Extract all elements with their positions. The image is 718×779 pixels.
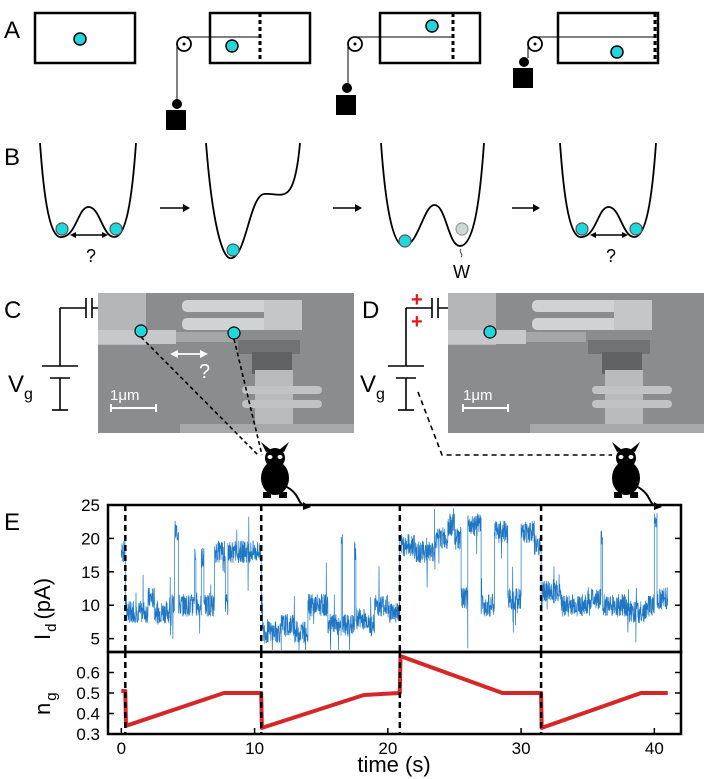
particle	[225, 39, 239, 53]
y-tick-label: 5	[91, 630, 100, 649]
scale-bar: 1μm	[462, 387, 509, 412]
particle	[610, 45, 624, 59]
particle	[55, 222, 69, 236]
potential-4: ?	[559, 142, 657, 266]
x-axis-label: time (s)	[357, 752, 430, 777]
particle	[425, 19, 439, 33]
box-3	[336, 11, 482, 115]
box-2	[166, 11, 312, 130]
box-4	[513, 11, 660, 88]
scale-bar: 1μm	[110, 387, 157, 412]
weight-icon	[166, 110, 186, 130]
x-tick-label: 30	[512, 739, 531, 758]
gate-circuit	[388, 298, 470, 411]
particle	[483, 325, 497, 339]
panel-a-label: A	[4, 17, 20, 44]
current-trace	[120, 508, 669, 651]
sem-image	[98, 293, 354, 433]
particle-faded	[455, 222, 469, 236]
y-tick-label: 20	[81, 529, 100, 548]
gate-plot: 0.30.4 0.50.6 0 10 20 30 40	[76, 652, 681, 758]
particle	[109, 222, 123, 236]
potential-2	[205, 142, 301, 259]
demon-icon	[260, 441, 312, 511]
y-tick-label: 0.6	[76, 664, 100, 683]
panel-d-label: D	[362, 297, 379, 324]
work-label: W	[453, 262, 470, 282]
panel-b: B ? W	[4, 142, 657, 282]
particle	[575, 222, 589, 236]
y-tick-label: 0.5	[76, 684, 100, 703]
panel-a: A	[4, 11, 660, 130]
particle	[134, 324, 148, 338]
panel-c: C Vg	[4, 293, 354, 511]
y-tick-label: 15	[81, 563, 100, 582]
potential-3: W	[380, 142, 485, 282]
question-mark: ?	[86, 246, 96, 266]
gate-voltage-label: Vg	[8, 371, 33, 403]
svg-text:1μm: 1μm	[110, 387, 139, 404]
gate-trace	[121, 654, 668, 730]
panel-c-label: C	[4, 297, 21, 324]
gate-y-axis-label: ng	[30, 692, 60, 715]
y-tick-label: 25	[81, 496, 100, 515]
plus-sign: +	[411, 289, 423, 311]
demon-icon	[611, 441, 663, 511]
particle	[398, 234, 412, 248]
plus-sign: +	[411, 311, 423, 333]
y-tick-label: 0.3	[76, 725, 100, 744]
panel-b-label: B	[4, 144, 20, 171]
question-mark: ?	[606, 246, 616, 266]
x-tick-label: 0	[117, 739, 126, 758]
particle	[227, 326, 241, 340]
gate-voltage-label: Vg	[360, 371, 385, 403]
current-plot: 5 10 15 20 25	[81, 496, 681, 652]
box-1	[33, 11, 137, 65]
weight-icon	[513, 68, 533, 88]
particle	[629, 222, 643, 236]
potential-1: ?	[39, 142, 137, 266]
panel-e-label: E	[4, 509, 20, 536]
question-mark: ?	[199, 361, 210, 383]
y-tick-label: 10	[81, 596, 100, 615]
panel-e: E 5 10 15 20 25 Id(pA) 0.30.4 0.50.6 0 10 20 30 40…	[4, 496, 683, 777]
x-tick-label: 20	[378, 739, 397, 758]
panel-d: D + + Vg	[360, 289, 704, 511]
x-tick-label: 10	[245, 739, 264, 758]
particle	[73, 32, 87, 46]
current-plot-frame	[106, 503, 683, 654]
x-tick-label: 40	[645, 739, 664, 758]
svg-text:1μm: 1μm	[463, 387, 492, 404]
sem-image	[448, 293, 704, 433]
current-y-axis-label: Id(pA)	[30, 578, 60, 640]
weight-icon	[336, 95, 356, 115]
particle	[226, 243, 240, 257]
y-tick-label: 0.4	[76, 705, 100, 724]
